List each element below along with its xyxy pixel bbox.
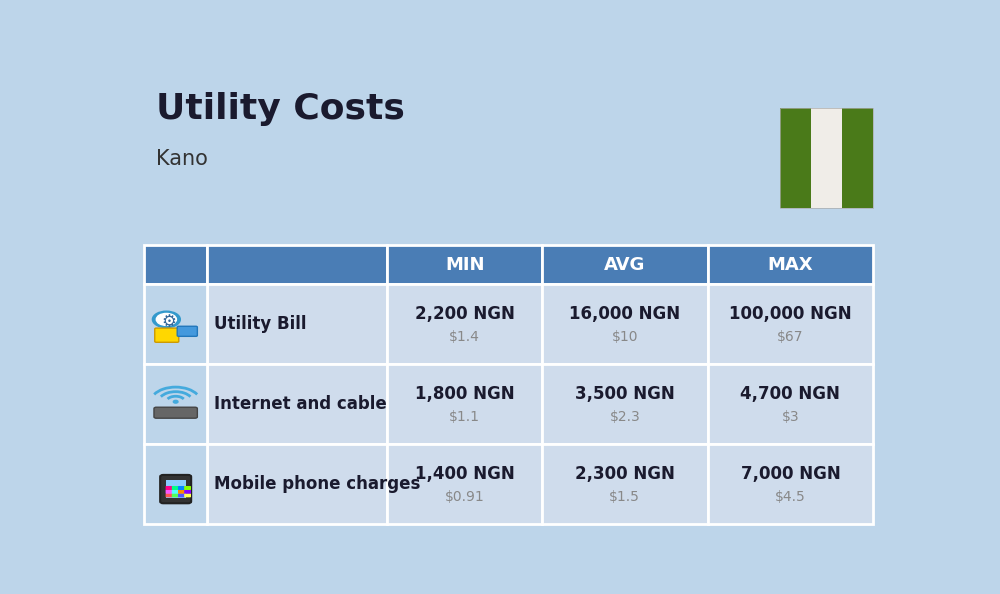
FancyBboxPatch shape — [780, 108, 811, 208]
FancyBboxPatch shape — [178, 493, 185, 497]
FancyBboxPatch shape — [387, 444, 542, 524]
Text: 16,000 NGN: 16,000 NGN — [569, 305, 680, 323]
Text: MAX: MAX — [768, 255, 813, 273]
FancyBboxPatch shape — [207, 364, 387, 444]
FancyBboxPatch shape — [154, 407, 197, 418]
FancyBboxPatch shape — [207, 284, 387, 364]
Text: 100,000 NGN: 100,000 NGN — [729, 305, 852, 323]
FancyBboxPatch shape — [178, 489, 185, 494]
FancyBboxPatch shape — [387, 284, 542, 364]
Text: Kano: Kano — [156, 149, 208, 169]
Text: $1.5: $1.5 — [609, 490, 640, 504]
Text: AVG: AVG — [604, 255, 645, 273]
FancyBboxPatch shape — [708, 444, 873, 524]
FancyBboxPatch shape — [144, 284, 207, 364]
Circle shape — [156, 314, 176, 326]
FancyBboxPatch shape — [708, 284, 873, 364]
FancyBboxPatch shape — [708, 364, 873, 444]
FancyBboxPatch shape — [542, 364, 708, 444]
FancyBboxPatch shape — [172, 489, 179, 494]
Text: $4.5: $4.5 — [775, 490, 806, 504]
FancyBboxPatch shape — [144, 245, 207, 284]
FancyBboxPatch shape — [144, 364, 207, 444]
Text: 2,300 NGN: 2,300 NGN — [575, 465, 675, 483]
FancyBboxPatch shape — [708, 245, 873, 284]
Text: Utility Bill: Utility Bill — [214, 315, 307, 333]
FancyBboxPatch shape — [542, 444, 708, 524]
FancyBboxPatch shape — [207, 444, 387, 524]
Text: $0.91: $0.91 — [445, 490, 485, 504]
FancyBboxPatch shape — [178, 486, 185, 490]
FancyBboxPatch shape — [387, 245, 542, 284]
Text: $10: $10 — [612, 330, 638, 344]
FancyBboxPatch shape — [144, 444, 207, 524]
Text: ⚙: ⚙ — [161, 312, 176, 331]
Text: 3,500 NGN: 3,500 NGN — [575, 385, 675, 403]
Text: 7,000 NGN: 7,000 NGN — [741, 465, 840, 483]
FancyBboxPatch shape — [177, 326, 197, 336]
FancyBboxPatch shape — [160, 475, 191, 503]
FancyBboxPatch shape — [184, 486, 191, 490]
FancyBboxPatch shape — [811, 108, 842, 208]
Text: $3: $3 — [782, 410, 799, 424]
FancyBboxPatch shape — [166, 493, 172, 497]
FancyBboxPatch shape — [166, 489, 172, 494]
FancyBboxPatch shape — [387, 364, 542, 444]
Text: 1,400 NGN: 1,400 NGN — [415, 465, 515, 483]
Text: Utility Costs: Utility Costs — [156, 92, 405, 126]
Text: $67: $67 — [777, 330, 804, 344]
FancyBboxPatch shape — [542, 284, 708, 364]
Circle shape — [152, 311, 180, 328]
Text: 1,800 NGN: 1,800 NGN — [415, 385, 514, 403]
FancyBboxPatch shape — [184, 493, 191, 497]
FancyBboxPatch shape — [542, 245, 708, 284]
Text: 2,200 NGN: 2,200 NGN — [415, 305, 515, 323]
FancyBboxPatch shape — [172, 486, 179, 490]
FancyBboxPatch shape — [166, 481, 186, 498]
Text: $2.3: $2.3 — [609, 410, 640, 424]
Circle shape — [173, 400, 178, 403]
FancyBboxPatch shape — [207, 245, 387, 284]
FancyBboxPatch shape — [184, 489, 191, 494]
FancyBboxPatch shape — [842, 108, 873, 208]
Text: $1.1: $1.1 — [449, 410, 480, 424]
FancyBboxPatch shape — [172, 493, 179, 497]
FancyBboxPatch shape — [155, 328, 179, 342]
Text: $1.4: $1.4 — [449, 330, 480, 344]
Text: 4,700 NGN: 4,700 NGN — [740, 385, 840, 403]
Text: MIN: MIN — [445, 255, 484, 273]
Text: Internet and cable: Internet and cable — [214, 395, 387, 413]
Text: Mobile phone charges: Mobile phone charges — [214, 475, 421, 493]
FancyBboxPatch shape — [166, 486, 172, 490]
